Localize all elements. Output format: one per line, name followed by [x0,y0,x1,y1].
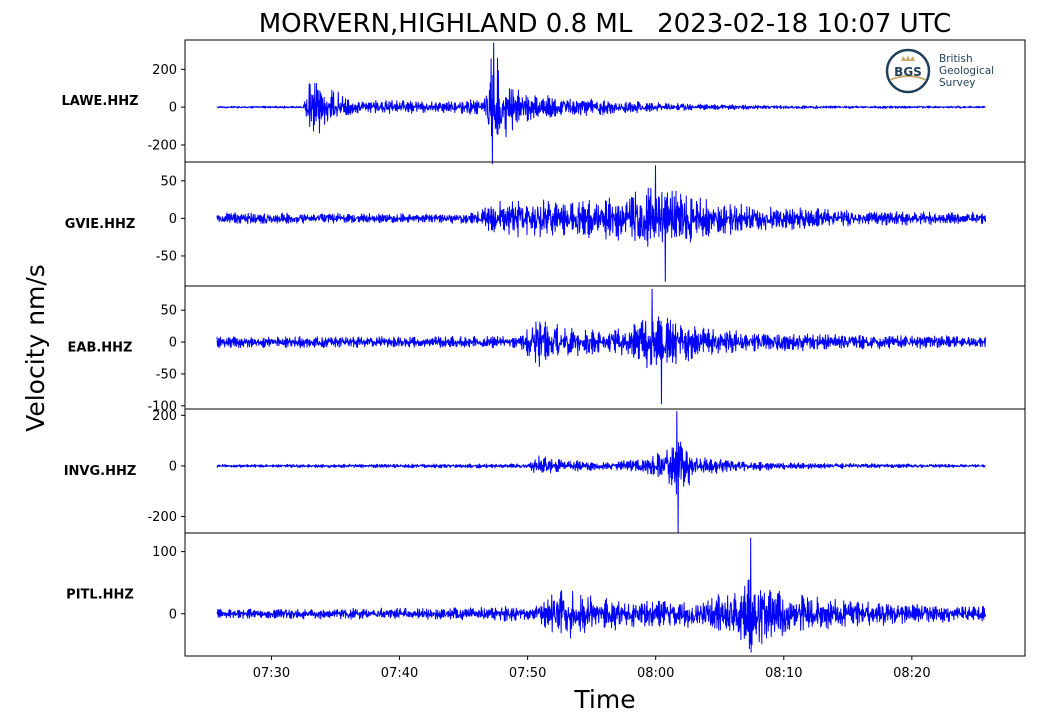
logo-wave [890,75,926,81]
y-tick-label: 200 [152,63,177,78]
logo-badge: BGS [894,65,922,79]
x-tick-label: 08:00 [637,666,674,681]
x-tick-label: 07:30 [253,666,290,681]
y-tick-label: 200 [152,409,177,424]
logo-text-line: Survey [939,77,976,89]
trace-panel-invg-hhz: 200 0 -200 INVG.HHZ [64,408,1026,534]
station-label: GVIE.HHZ [65,217,136,232]
y-tick-label: 100 [152,545,177,560]
x-axis-label: Time [573,685,635,714]
y-tick-label: 0 [169,607,177,622]
y-tick-label: 50 [160,174,177,189]
waveform-lawe-hhz [216,42,986,165]
y-tick-label: -200 [147,138,177,153]
logo-text-line: Geological [939,65,994,77]
trace-panels: 200 0 -200 LAWE.HHZ 50 0 -50 GVIE.HHZ 50 0 -50 -100… [61,39,1026,657]
x-tick-label: 08:10 [765,666,802,681]
y-tick-label: 50 [160,304,177,319]
station-label: LAWE.HHZ [61,94,138,109]
y-tick-label: -200 [147,510,177,525]
waveform-invg-hhz [216,411,986,534]
station-label: EAB.HHZ [68,341,133,356]
y-tick-label: -50 [156,367,177,382]
x-tick-label: 07:50 [509,666,546,681]
trace-panel-gvie-hhz: 50 0 -50 GVIE.HHZ [65,161,1026,287]
x-tick-label: 07:40 [381,666,418,681]
waveform-eab-hhz [216,288,987,405]
trace-panel-lawe-hhz: 200 0 -200 LAWE.HHZ [61,39,1026,165]
chart-title: MORVERN,HIGHLAND 0.8 ML 2023-02-18 10:07… [259,9,951,39]
y-tick-label: -100 [147,399,177,414]
y-tick-label: -50 [156,249,177,264]
y-tick-label: 0 [169,336,177,351]
trace-panel-eab-hhz: 50 0 -50 -100 EAB.HHZ [68,285,1026,414]
y-tick-label: 0 [169,212,177,227]
x-tick-label: 08:20 [893,666,930,681]
y-axis-label: Velocity nm/s [21,264,50,432]
logo-text-line: British [939,53,973,65]
panel-frame [184,532,1026,657]
trace-panel-pitl-hhz: 100 0 PITL.HHZ [66,532,1026,657]
station-label: PITL.HHZ [66,588,134,603]
station-label: INVG.HHZ [64,464,137,479]
y-tick-label: 0 [169,459,177,474]
waveform-gvie-hhz [216,165,987,282]
panel-frame [184,408,1026,534]
y-tick-label: 0 [169,101,177,116]
waveform-pitl-hhz [216,537,987,653]
x-axis: 07:30 07:40 07:50 08:00 08:10 08:20 [253,656,931,681]
logo-ring [885,48,931,94]
crown-icon [901,55,915,61]
